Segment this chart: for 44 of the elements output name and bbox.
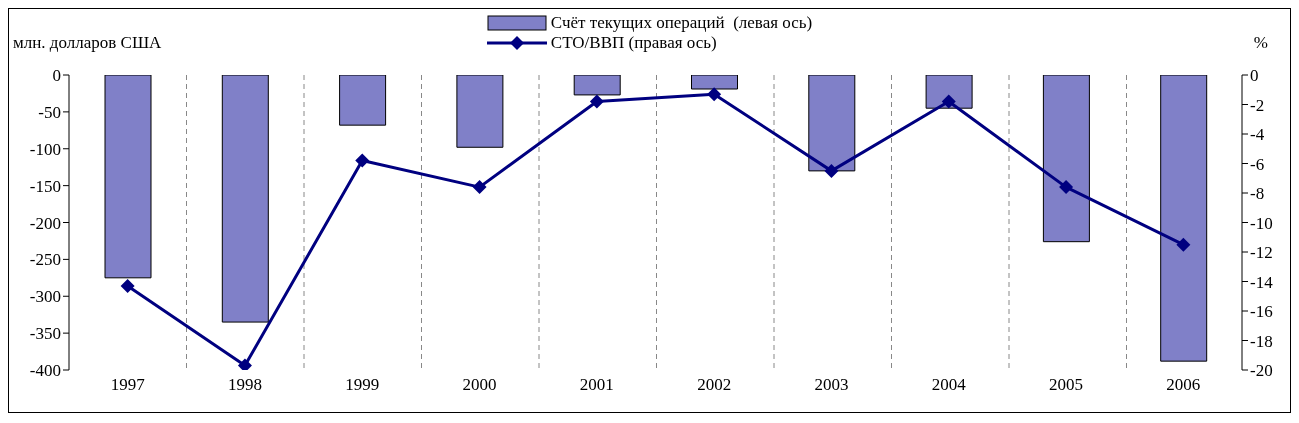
- point: [1059, 180, 1074, 195]
- y2-tick-label: -18: [1250, 331, 1273, 351]
- y2-tick-label: -10: [1250, 213, 1273, 233]
- y-tick-label: -400: [29, 361, 61, 381]
- x-tick-label: 2000: [462, 375, 497, 395]
- y2-tick-label: -16: [1250, 302, 1273, 322]
- y-tick-label: -300: [29, 287, 61, 307]
- point: [941, 94, 956, 109]
- legend-label: Счёт текущих операций (левая ось): [550, 13, 813, 33]
- point: [824, 163, 839, 178]
- y2-tick-label: -6: [1250, 154, 1265, 174]
- point: [120, 278, 135, 293]
- y2-tick-label: -12: [1250, 243, 1273, 263]
- y2-axis-title: %: [1253, 33, 1268, 53]
- x-tick-label: 1998: [227, 375, 262, 395]
- y2-tick-label: -14: [1250, 272, 1274, 292]
- y-tick-label: 0: [52, 66, 61, 86]
- y-tick-label: -250: [29, 250, 61, 270]
- y2-tick-label: -2: [1250, 95, 1265, 115]
- x-tick-label: 2003: [814, 375, 849, 395]
- x-tick-label: 2006: [1166, 375, 1201, 395]
- y-tick-label: -200: [29, 213, 61, 233]
- legend-label: СТО/ВВП (правая ось): [550, 33, 717, 53]
- y-tick-label: -100: [29, 139, 61, 159]
- x-tick-label: 2002: [697, 375, 732, 395]
- y-tick-label: -350: [29, 324, 61, 344]
- point: [589, 94, 604, 109]
- point: [1176, 237, 1191, 252]
- y2-tick-label: -4: [1250, 125, 1265, 145]
- x-tick-label: 1999: [345, 375, 380, 395]
- y-axis-title: млн. долларов США: [13, 33, 162, 53]
- point: [355, 153, 370, 168]
- x-tick-label: 2004: [931, 375, 967, 395]
- point: [237, 358, 252, 370]
- point: [472, 180, 487, 195]
- x-tick-label: 1997: [110, 375, 146, 395]
- y2-tick-label: -20: [1250, 361, 1273, 381]
- x-tick-label: 2005: [1049, 375, 1084, 395]
- y-tick-label: -150: [29, 176, 61, 196]
- y-tick-label: -50: [38, 102, 61, 122]
- point: [707, 87, 722, 102]
- x-tick-label: 2001: [579, 375, 614, 395]
- y2-tick-label: -8: [1250, 184, 1265, 204]
- y2-tick-label: 0: [1250, 66, 1259, 86]
